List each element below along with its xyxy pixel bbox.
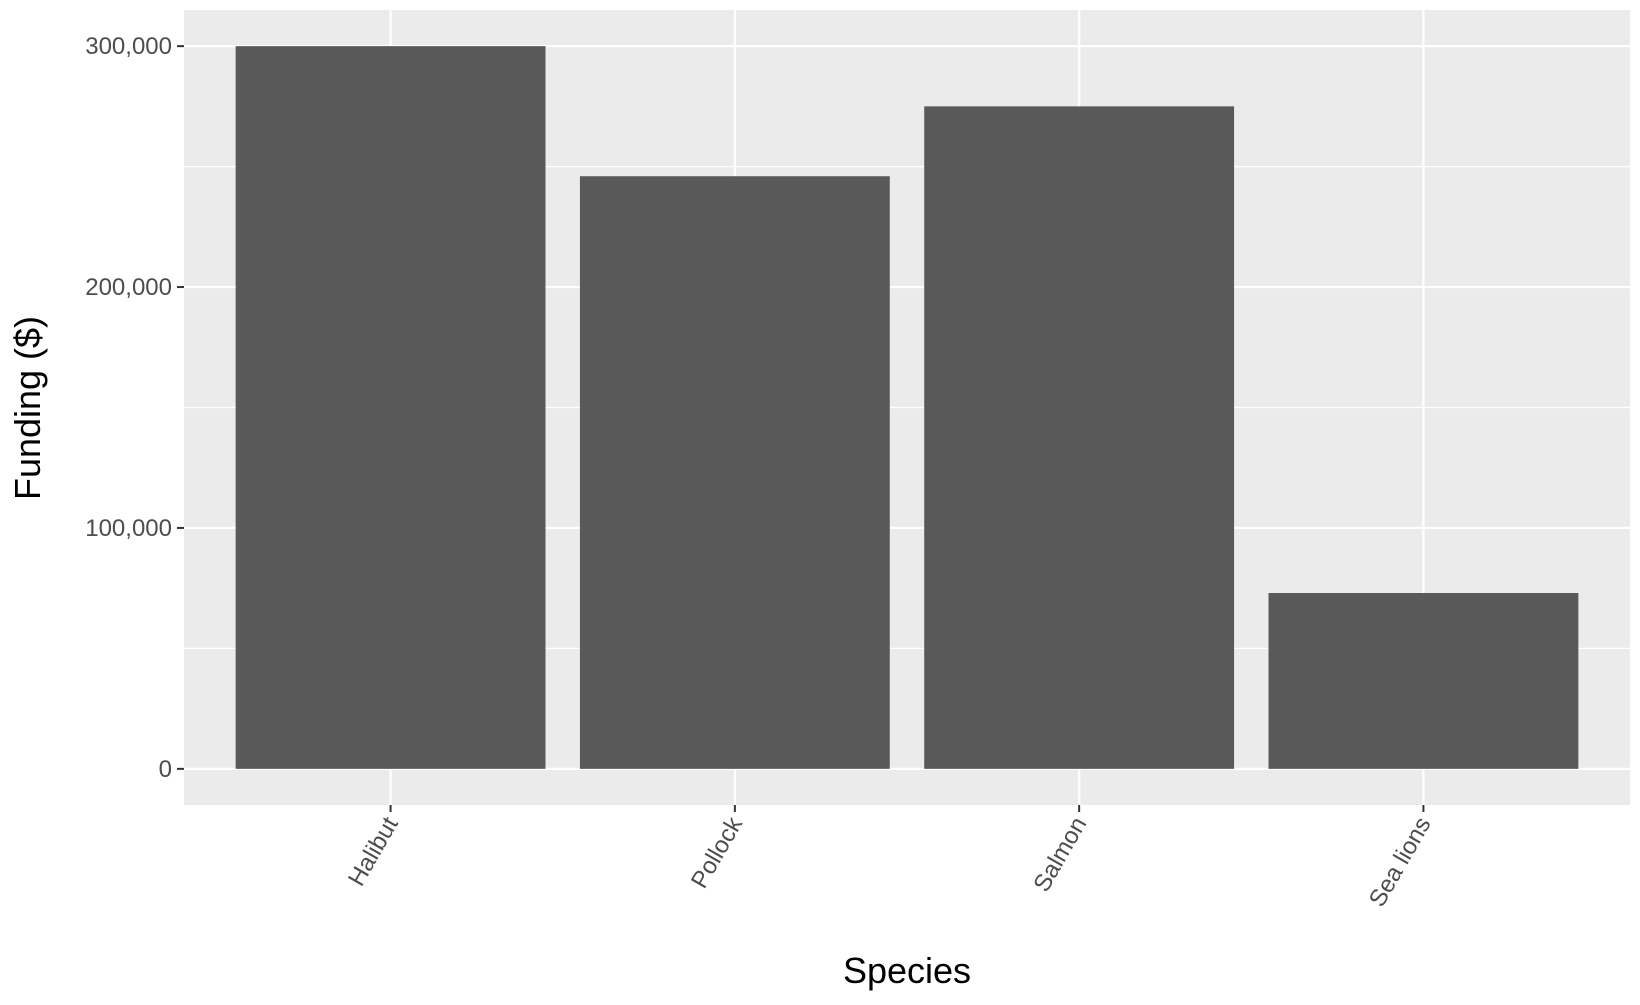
x-tick-label: Halibut — [343, 812, 404, 890]
bar-pollock — [579, 176, 890, 769]
y-tick-label: 300,000 — [85, 33, 172, 60]
x-tick-label: Sea lions — [1364, 813, 1437, 912]
bar-sea-lions — [1268, 593, 1579, 769]
bar-halibut — [235, 46, 546, 769]
x-axis-title: Species — [843, 950, 971, 991]
bar-salmon — [924, 106, 1235, 769]
x-tick-label: Pollock — [686, 812, 749, 893]
y-tick-label: 100,000 — [85, 515, 172, 542]
x-tick-label: Salmon — [1028, 813, 1092, 897]
y-axis-title: Funding ($) — [7, 316, 48, 500]
y-tick-label: 200,000 — [85, 274, 172, 301]
y-tick-label: 0 — [159, 756, 172, 783]
bars — [235, 46, 1579, 769]
y-axis: 0 100,000 200,000 300,000 — [85, 33, 184, 783]
x-axis: Halibut Pollock Salmon Sea lions — [343, 805, 1437, 912]
